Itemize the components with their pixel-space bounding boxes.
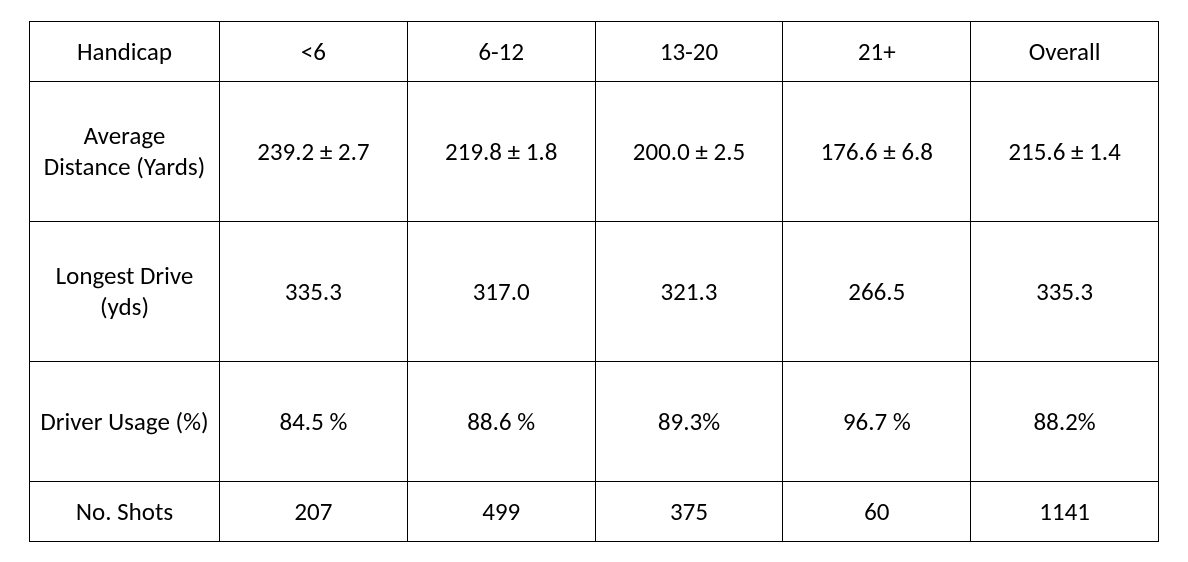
header-6-12: 6-12 [407,21,595,81]
cell-value: 60 [783,481,971,541]
cell-value: 89.3% [595,361,783,481]
header-13-20: 13-20 [595,21,783,81]
table-header-row: Handicap <6 6-12 13-20 21+ Overall [30,21,1159,81]
header-overall: Overall [971,21,1159,81]
row-label: Average Distance (Yards) [30,81,220,221]
cell-value: 266.5 [783,221,971,361]
cell-value: 239.2 ± 2.7 [220,81,408,221]
handicap-stats-table-wrapper: Handicap <6 6-12 13-20 21+ Overall Avera… [29,21,1159,542]
row-label: Driver Usage (%) [30,361,220,481]
cell-value: 84.5 % [220,361,408,481]
table-body: Average Distance (Yards) 239.2 ± 2.7 219… [30,81,1159,541]
header-21plus: 21+ [783,21,971,81]
cell-value: 88.6 % [407,361,595,481]
table-row: No. Shots 207 499 375 60 1141 [30,481,1159,541]
header-handicap: Handicap [30,21,220,81]
cell-value: 219.8 ± 1.8 [407,81,595,221]
cell-value: 88.2% [971,361,1159,481]
row-label: Longest Drive (yds) [30,221,220,361]
cell-value: 207 [220,481,408,541]
cell-value: 200.0 ± 2.5 [595,81,783,221]
cell-value: 499 [407,481,595,541]
cell-value: 335.3 [220,221,408,361]
table-row: Driver Usage (%) 84.5 % 88.6 % 89.3% 96.… [30,361,1159,481]
table-row: Longest Drive (yds) 335.3 317.0 321.3 26… [30,221,1159,361]
cell-value: 335.3 [971,221,1159,361]
cell-value: 176.6 ± 6.8 [783,81,971,221]
row-label: No. Shots [30,481,220,541]
handicap-stats-table: Handicap <6 6-12 13-20 21+ Overall Avera… [29,21,1159,542]
cell-value: 321.3 [595,221,783,361]
cell-value: 317.0 [407,221,595,361]
table-row: Average Distance (Yards) 239.2 ± 2.7 219… [30,81,1159,221]
cell-value: 375 [595,481,783,541]
cell-value: 1141 [971,481,1159,541]
header-lt6: <6 [220,21,408,81]
cell-value: 96.7 % [783,361,971,481]
cell-value: 215.6 ± 1.4 [971,81,1159,221]
